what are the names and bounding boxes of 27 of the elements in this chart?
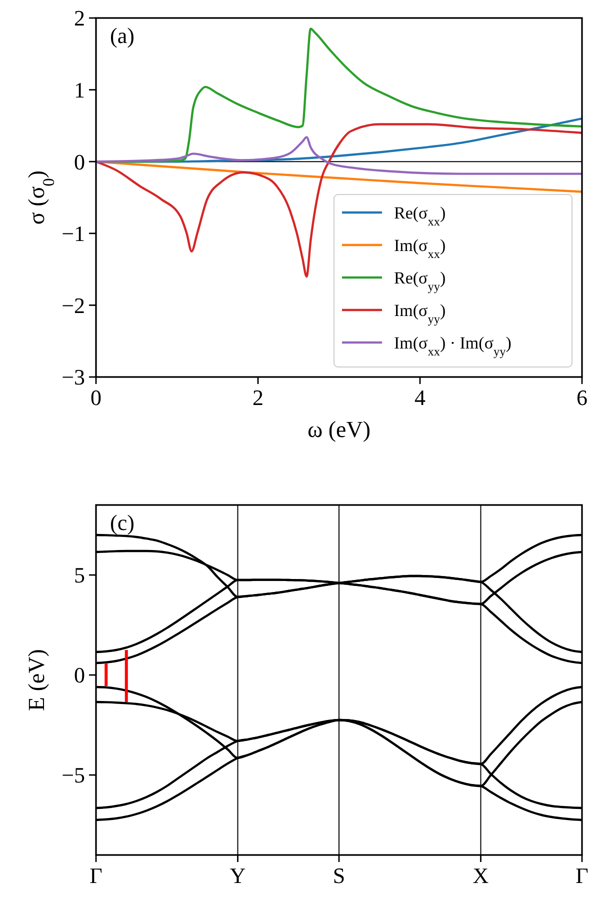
x-tick-label: 4 xyxy=(414,385,426,410)
x-tick-label: S xyxy=(332,863,346,888)
legend-label: Im(σ$_{xx}$) · Im(σ$_{yy}$) xyxy=(394,333,512,358)
legend-label: Re(σ$_{yy}$) xyxy=(394,268,446,294)
annotation: (c) xyxy=(110,510,134,535)
y-tick-label: −2 xyxy=(62,292,85,318)
legend-label: Im(σ$_{xx}$) xyxy=(394,236,446,261)
y-tick-label: 5 xyxy=(74,562,85,588)
y-tick-label: 2 xyxy=(74,6,85,31)
y-axis-title: E (eV) xyxy=(24,649,49,711)
x-tick-label: X xyxy=(472,863,489,888)
y-tick-label: −3 xyxy=(62,364,85,390)
x-tick-label: 6 xyxy=(576,385,588,410)
x-tick-label: Γ xyxy=(576,863,589,888)
annotation: (a) xyxy=(110,23,134,48)
y-tick-label: −1 xyxy=(62,221,85,246)
y-tick-label: −5 xyxy=(62,762,85,788)
y-tick-label: 0 xyxy=(74,149,85,174)
x-axis-title: ω (eV) xyxy=(307,417,371,442)
x-tick-label: Y xyxy=(230,863,246,888)
y-tick-label: 1 xyxy=(74,78,85,102)
x-tick-label: 2 xyxy=(252,385,264,410)
x-tick-label: Γ xyxy=(90,863,103,888)
legend-label: Im(σ$_{yy}$) xyxy=(394,300,446,326)
y-tick-label: 0 xyxy=(74,662,85,688)
x-tick-label: 0 xyxy=(90,385,102,410)
legend-label: Re(σ$_{xx}$) xyxy=(394,203,446,228)
